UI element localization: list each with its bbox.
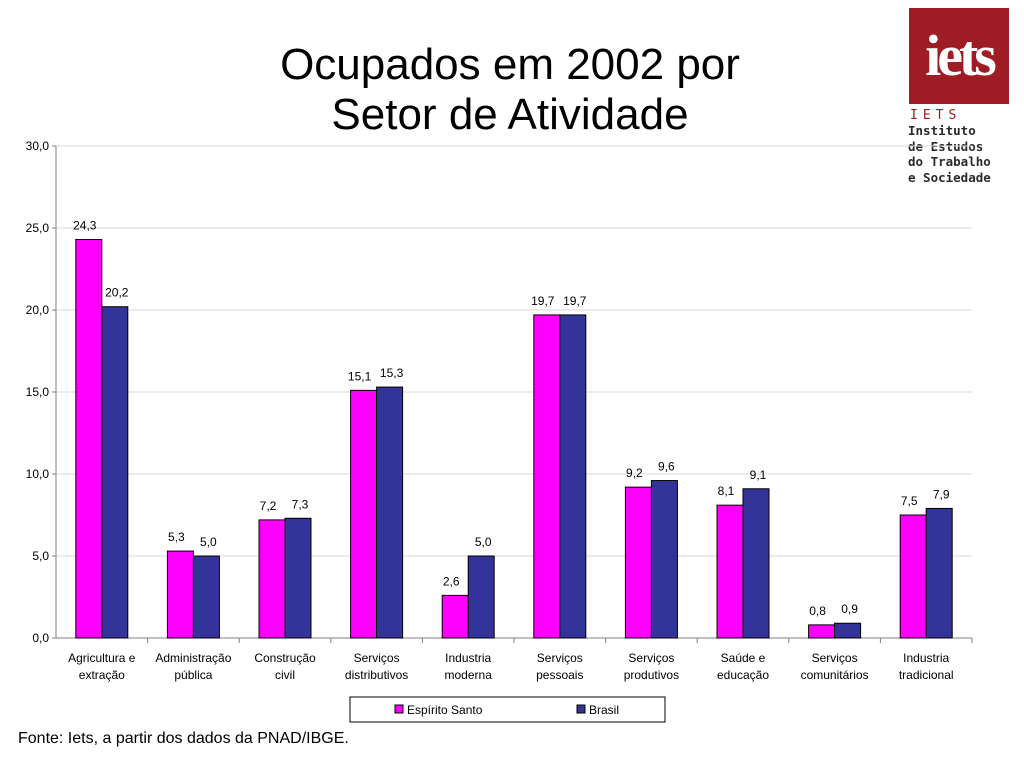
bar-espirito-santo xyxy=(258,519,286,639)
bar-brasil xyxy=(101,306,129,639)
bar-espirito-santo xyxy=(533,314,561,639)
bar-brasil xyxy=(284,517,312,639)
x-tick-label: moderna xyxy=(445,668,493,682)
chart-title-line-2: Setor de Atividade xyxy=(331,90,689,139)
y-tick-label: 5,0 xyxy=(32,549,49,563)
data-label: 0,9 xyxy=(841,602,858,616)
x-tick-label: Administração xyxy=(155,651,231,665)
bar-espirito-santo xyxy=(808,624,836,639)
x-tick-label: tradicional xyxy=(899,668,954,682)
x-tick-label: distributivos xyxy=(345,668,408,682)
x-tick-label: Serviços xyxy=(628,651,674,665)
x-tick-label: Industria xyxy=(903,651,949,665)
data-label: 8,1 xyxy=(718,484,735,498)
x-tick-label: Serviços xyxy=(812,651,858,665)
x-tick-label: produtivos xyxy=(624,668,679,682)
y-tick-label: 15,0 xyxy=(26,385,50,399)
chart-title: Ocupados em 2002 por Setor de Atividade xyxy=(160,40,860,140)
y-tick-label: 0,0 xyxy=(32,631,49,645)
bar-brasil xyxy=(650,480,678,639)
data-label: 0,8 xyxy=(809,604,826,618)
data-label: 5,3 xyxy=(168,530,185,544)
x-tick-label: pessoais xyxy=(536,668,583,682)
x-tick-label: pública xyxy=(174,668,212,682)
data-label: 7,2 xyxy=(260,499,277,513)
chart-title-line-1: Ocupados em 2002 por xyxy=(280,40,740,89)
x-tick-label: extração xyxy=(79,668,125,682)
bar-brasil xyxy=(834,622,862,639)
legend-label: Brasil xyxy=(589,703,619,717)
data-label: 9,6 xyxy=(658,460,675,474)
x-tick-label: Serviços xyxy=(537,651,583,665)
logo-abbrev: IETS xyxy=(910,108,962,123)
data-label: 19,7 xyxy=(563,294,587,308)
x-tick-label: civil xyxy=(275,668,295,682)
data-label: 9,1 xyxy=(750,468,767,482)
legend-swatch xyxy=(576,704,586,714)
logo-line-3: do Trabalho xyxy=(908,154,991,169)
data-label: 2,6 xyxy=(443,574,460,588)
x-tick-label: comunitários xyxy=(801,668,869,682)
x-tick-label: Industria xyxy=(445,651,491,665)
y-tick-label: 10,0 xyxy=(26,467,50,481)
x-tick-label: Agricultura e xyxy=(68,651,136,665)
data-label: 24,3 xyxy=(73,218,97,232)
bar-espirito-santo xyxy=(899,514,927,639)
bar-brasil xyxy=(559,314,587,639)
legend-swatch xyxy=(394,704,404,714)
data-label: 7,3 xyxy=(292,497,309,511)
y-tick-label: 30,0 xyxy=(26,139,50,153)
data-label: 20,2 xyxy=(105,286,129,300)
source-note: Fonte: Iets, a partir dos dados da PNAD/… xyxy=(18,730,349,747)
logo-letters: iets xyxy=(925,23,997,88)
data-label: 5,0 xyxy=(475,535,492,549)
bar-brasil xyxy=(742,488,770,639)
logo-line-4: e Sociedade xyxy=(908,169,991,185)
x-tick-label: Construção xyxy=(254,651,316,665)
data-label: 5,0 xyxy=(200,535,217,549)
logo-line-1: Instituto xyxy=(908,123,976,138)
data-label: 7,5 xyxy=(901,494,918,508)
data-label: 15,1 xyxy=(348,369,372,383)
iets-logo: iets IETS Instituto de Estudos do Trabal… xyxy=(906,8,1010,185)
x-tick-label: Serviços xyxy=(354,651,400,665)
legend-label: Espírito Santo xyxy=(407,703,483,717)
bar-espirito-santo xyxy=(624,486,652,639)
bar-espirito-santo xyxy=(350,389,378,639)
bar-espirito-santo xyxy=(166,550,194,639)
y-tick-label: 25,0 xyxy=(26,221,50,235)
data-label: 15,3 xyxy=(380,366,404,380)
bar-brasil xyxy=(376,386,404,639)
bar-espirito-santo xyxy=(75,238,103,639)
data-label: 7,9 xyxy=(933,487,950,501)
bar-espirito-santo xyxy=(441,594,469,639)
data-label: 19,7 xyxy=(531,294,555,308)
y-tick-label: 20,0 xyxy=(26,303,50,317)
bar-brasil xyxy=(467,555,495,639)
x-tick-label: educação xyxy=(717,668,769,682)
x-tick-label: Saúde e xyxy=(721,651,766,665)
logo-mark: iets xyxy=(909,8,1009,104)
bar-brasil xyxy=(925,507,953,639)
bar-espirito-santo xyxy=(716,504,744,639)
data-label: 9,2 xyxy=(626,466,643,480)
bar-brasil xyxy=(192,555,220,639)
